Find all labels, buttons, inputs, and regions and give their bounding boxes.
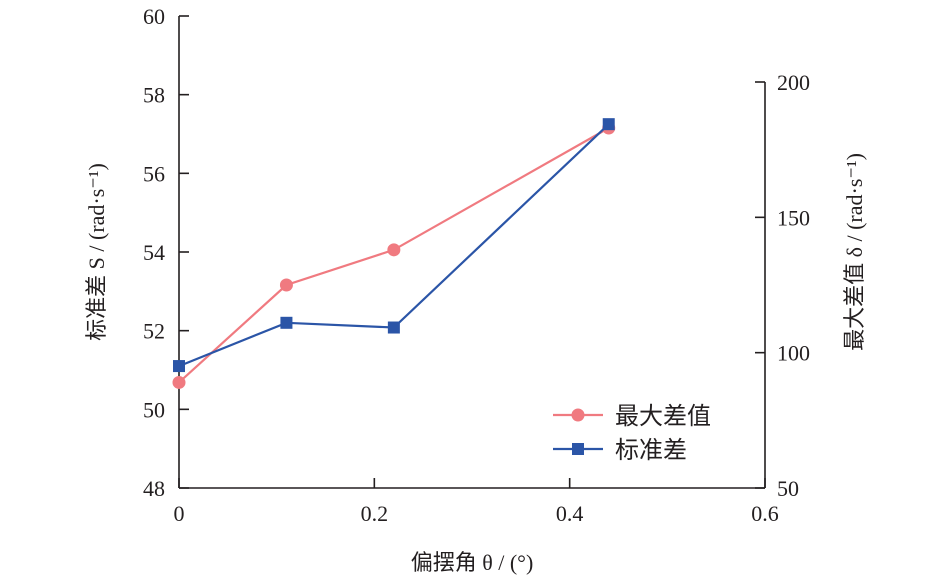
x-tick-label: 0.4 [556,501,584,526]
left-y-tick-label: 48 [143,476,165,501]
right-y-tick-label: 100 [777,341,810,366]
series-point-1 [387,243,401,257]
series-point-2 [602,118,615,131]
left-y-tick-label: 58 [143,83,165,108]
right-y-tick-label: 150 [777,205,810,230]
right-y-tick-label: 50 [777,476,799,501]
legend-marker-1 [571,408,585,422]
legend-label-1: 最大差值 [615,403,711,430]
x-axis-title: 偏摆角 θ / (°) [411,550,534,575]
left-y-tick-label: 60 [143,4,165,29]
series-point-1 [172,375,186,389]
legend-marker-2 [572,443,584,455]
right-y-axis-title: 最大差值 δ / (rad·s⁻¹) [842,153,867,351]
ticks: 0 0.2 0.4 0.6 48 50 52 54 56 58 60 50 100 150 200 [143,4,810,526]
left-y-tick-label: 50 [143,397,165,422]
series-point-2 [280,316,293,329]
left-y-axis-title: 标准差 S / (rad·s⁻¹) [84,163,109,341]
series-point-2 [173,360,185,373]
left-y-tick-label: 54 [143,240,165,265]
series-point-1 [279,278,293,292]
series-line-1 [178,127,610,384]
left-y-tick-label: 52 [143,319,165,344]
series [172,118,616,389]
series-point-2 [387,321,400,334]
x-tick-label: 0.6 [751,501,779,526]
series-line-2 [178,123,610,368]
x-tick-label: 0 [174,501,185,526]
right-y-tick-label: 200 [777,70,810,95]
left-y-tick-label: 56 [143,161,165,186]
legend-label-2: 标准差 [615,437,687,464]
x-tick-label: 0.2 [361,501,389,526]
